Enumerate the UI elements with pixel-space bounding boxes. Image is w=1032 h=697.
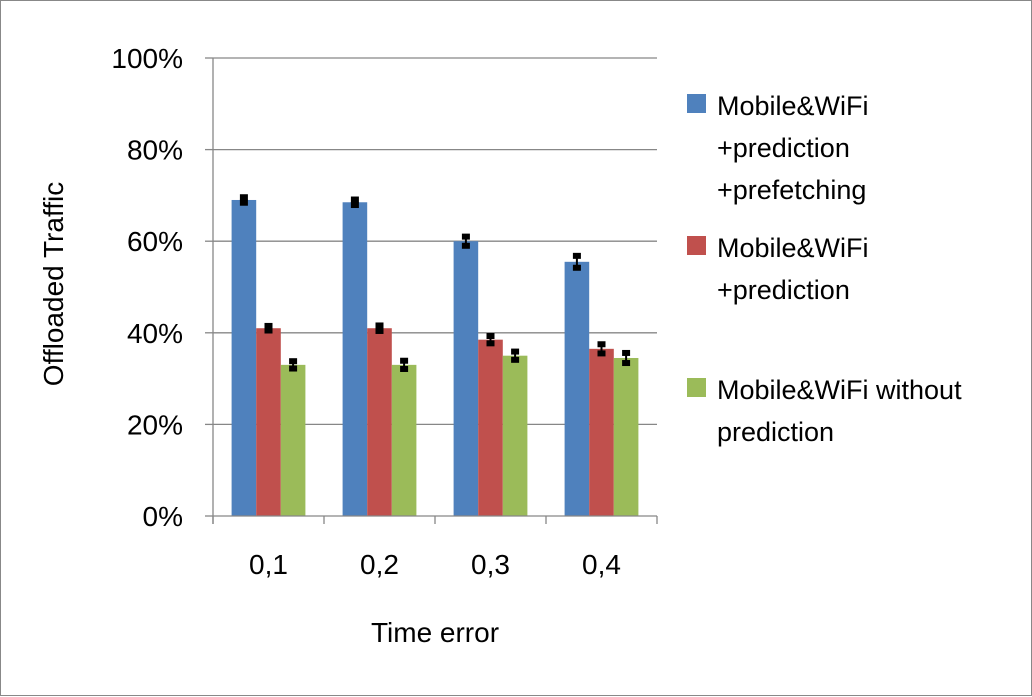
legend-swatch: [687, 94, 706, 113]
error-cap-bottom: [572, 264, 581, 271]
error-cap-bottom: [622, 360, 631, 367]
y-tick-label: 0%: [143, 501, 183, 532]
bar: [478, 339, 503, 516]
bars: [231, 199, 639, 517]
bar: [564, 261, 590, 516]
error-bars: [239, 194, 631, 372]
legend-label: Mobile&WiFi: [717, 91, 869, 121]
bar: [256, 328, 281, 516]
error-cap-bottom: [239, 199, 248, 206]
legend-label: Mobile&WiFi: [717, 233, 869, 263]
y-tick-label: 80%: [127, 135, 183, 166]
error-cap-top: [461, 233, 470, 240]
y-tick-labels: 0% 20% 40% 60% 80% 100%: [111, 43, 183, 532]
legend-swatch: [687, 378, 706, 397]
legend-label: +prediction: [717, 275, 850, 305]
x-tick-label: 0,4: [582, 549, 621, 580]
error-cap-bottom: [375, 327, 384, 334]
y-tick-label: 60%: [127, 226, 183, 257]
x-tick-label: 0,2: [360, 549, 399, 580]
x-tick-label: 0,1: [249, 549, 288, 580]
error-cap-bottom: [264, 327, 273, 334]
error-cap-top: [511, 348, 520, 355]
legend-label: Mobile&WiFi without: [717, 375, 962, 405]
error-cap-bottom: [486, 340, 495, 347]
bar: [280, 364, 306, 516]
axes: [205, 57, 658, 524]
legend-label: +prefetching: [717, 175, 866, 205]
bar: [502, 355, 528, 516]
bar: [453, 241, 479, 516]
error-cap-bottom: [350, 202, 359, 209]
x-axis-title: Time error: [371, 617, 499, 648]
error-cap-top: [239, 194, 248, 201]
error-cap-bottom: [400, 365, 409, 372]
error-cap-bottom: [597, 350, 606, 357]
bar: [231, 199, 257, 517]
y-tick-label: 100%: [111, 43, 183, 74]
legend-label: +prediction: [717, 133, 850, 163]
legend-swatch: [687, 236, 706, 255]
error-cap-bottom: [289, 365, 298, 372]
error-cap-top: [289, 358, 298, 365]
x-tick-label: 0,3: [471, 549, 510, 580]
error-cap-top: [264, 322, 273, 329]
y-tick-label: 20%: [127, 409, 183, 440]
bar: [367, 328, 392, 516]
y-tick-label: 40%: [127, 318, 183, 349]
error-cap-top: [350, 196, 359, 203]
error-cap-bottom: [461, 242, 470, 249]
x-tick-labels: 0,1 0,2 0,3 0,4: [249, 549, 621, 580]
bar: [391, 364, 417, 516]
bar: [589, 348, 614, 516]
y-axis-title: Offloaded Traffic: [38, 182, 69, 386]
error-cap-top: [572, 252, 581, 259]
error-cap-top: [597, 341, 606, 348]
bar: [342, 202, 368, 516]
bar: [613, 357, 639, 516]
error-cap-top: [400, 357, 409, 364]
legend: Mobile&WiFi +prediction +prefetching Mobile…: [687, 91, 962, 447]
legend-label: prediction: [717, 417, 834, 447]
error-cap-top: [375, 322, 384, 329]
error-cap-top: [622, 349, 631, 356]
error-cap-top: [486, 333, 495, 340]
error-cap-bottom: [511, 356, 520, 363]
